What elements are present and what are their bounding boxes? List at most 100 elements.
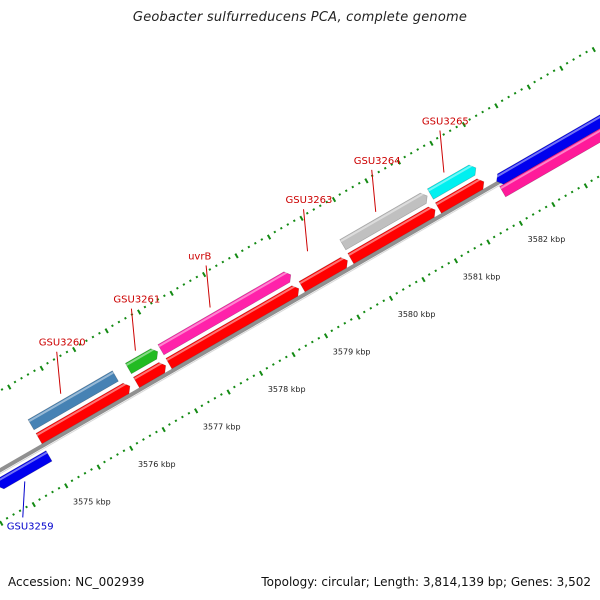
cds-feature-6[interactable] <box>165 285 300 370</box>
inner-tick <box>310 340 314 344</box>
inner-tick <box>51 490 54 494</box>
inner-tick <box>129 445 134 451</box>
outer-tick <box>279 226 283 230</box>
outer-tick <box>591 46 596 53</box>
outer-tick <box>422 144 426 148</box>
label-leader-line <box>303 209 309 252</box>
feature-highlight <box>340 191 426 243</box>
inner-tick <box>525 216 529 220</box>
outer-tick <box>266 234 272 240</box>
inner-tick <box>70 479 74 483</box>
outer-tick <box>33 369 36 373</box>
ruler-label-3575: 3575 kbp <box>73 498 111 507</box>
outer-tick <box>98 331 101 335</box>
cds-feature-7[interactable] <box>298 257 348 293</box>
outer-tick <box>26 373 30 376</box>
outer-tick <box>169 290 174 296</box>
inner-tick <box>12 513 15 516</box>
outer-tick <box>364 178 369 184</box>
gene-label-gsu3260[interactable]: GSU3260 <box>39 338 86 349</box>
cds-feature-9[interactable] <box>347 206 436 265</box>
inner-tick <box>135 441 139 445</box>
outer-tick <box>396 159 402 165</box>
cds-feature-4[interactable] <box>132 362 167 389</box>
inner-tick <box>570 190 574 194</box>
ruler-label-3581: 3581 kbp <box>463 273 501 282</box>
inner-tick <box>492 235 496 239</box>
feature-highlight <box>494 115 600 179</box>
feature-highlight <box>500 129 600 190</box>
label-leader-line <box>56 351 62 394</box>
outer-tick <box>325 200 329 204</box>
cds-feature-11[interactable] <box>434 178 485 214</box>
gene-label-gsu3261[interactable]: GSU3261 <box>113 295 160 306</box>
outer-tick <box>299 215 304 221</box>
inner-tick <box>505 228 509 231</box>
label-leader-line <box>22 481 26 518</box>
gene-label-gsu3265[interactable]: GSU3265 <box>422 116 469 127</box>
inner-tick <box>486 239 491 245</box>
outer-tick <box>292 219 296 223</box>
gene-label-gsu3264[interactable]: GSU3264 <box>354 156 401 167</box>
gene-feature-5[interactable] <box>157 271 292 356</box>
inner-tick <box>434 269 438 273</box>
outer-tick <box>78 343 82 346</box>
ruler-label-layer: 3575 kbp 3576 kbp 3577 kbp 3578 kbp 3579 kbp… <box>73 235 565 507</box>
gene-feature-10[interactable] <box>426 164 477 200</box>
inner-tick <box>109 456 113 460</box>
gene-feature-3[interactable] <box>124 348 159 375</box>
label-leader-line <box>371 169 377 212</box>
inner-tick <box>103 460 106 464</box>
inner-tick <box>375 303 379 306</box>
gene-feature-13[interactable] <box>499 118 600 198</box>
inner-tick <box>518 220 524 226</box>
gene-feature-8[interactable] <box>339 192 428 251</box>
inner-tick <box>142 438 145 441</box>
inner-tick <box>479 243 483 246</box>
outer-tick <box>468 118 472 121</box>
outer-tick <box>201 271 207 278</box>
outer-tick <box>416 148 420 151</box>
gene-feature-0[interactable] <box>0 450 53 490</box>
gene-label-gsu3263[interactable]: GSU3263 <box>286 195 333 206</box>
outer-tick <box>442 133 446 136</box>
inner-tick <box>291 351 296 358</box>
outer-tick <box>39 365 44 371</box>
inner-tick <box>271 363 275 366</box>
inner-tick <box>421 276 426 283</box>
inner-tick <box>590 179 593 183</box>
topology-text: Topology: circular; Length: 3,814,139 bp… <box>261 575 591 589</box>
gene-label-gsu3259[interactable]: GSU3259 <box>7 521 54 532</box>
feature-highlight <box>427 163 475 192</box>
gene-label-uvrb[interactable]: uvrB <box>188 251 211 262</box>
outer-tick <box>260 238 264 241</box>
outer-tick <box>312 208 316 211</box>
outer-tick <box>461 121 467 128</box>
inner-tick <box>265 366 269 370</box>
outer-tick <box>65 350 69 354</box>
inner-tick <box>473 246 477 250</box>
inner-tick <box>369 306 373 310</box>
outer-tick <box>357 181 361 185</box>
outer-tick <box>286 223 290 226</box>
outer-tick <box>208 268 212 271</box>
outer-tick <box>383 166 387 170</box>
cds-feature-1[interactable] <box>35 382 131 445</box>
gene-feature-2[interactable] <box>27 370 119 431</box>
outer-tick <box>546 73 549 76</box>
inner-tick <box>538 209 542 213</box>
feature-highlight <box>36 381 129 437</box>
outer-tick <box>578 54 582 58</box>
feature-highlight <box>28 371 114 423</box>
outer-tick <box>214 264 218 268</box>
gene-feature-12[interactable] <box>496 105 600 185</box>
inner-tick <box>44 494 48 498</box>
inner-tick <box>207 400 210 404</box>
backbone <box>0 121 600 475</box>
outer-tick <box>520 88 523 91</box>
inner-tick <box>323 333 329 339</box>
feature-track <box>0 105 600 490</box>
inner-tick <box>330 329 334 333</box>
inner-tick <box>343 321 347 325</box>
